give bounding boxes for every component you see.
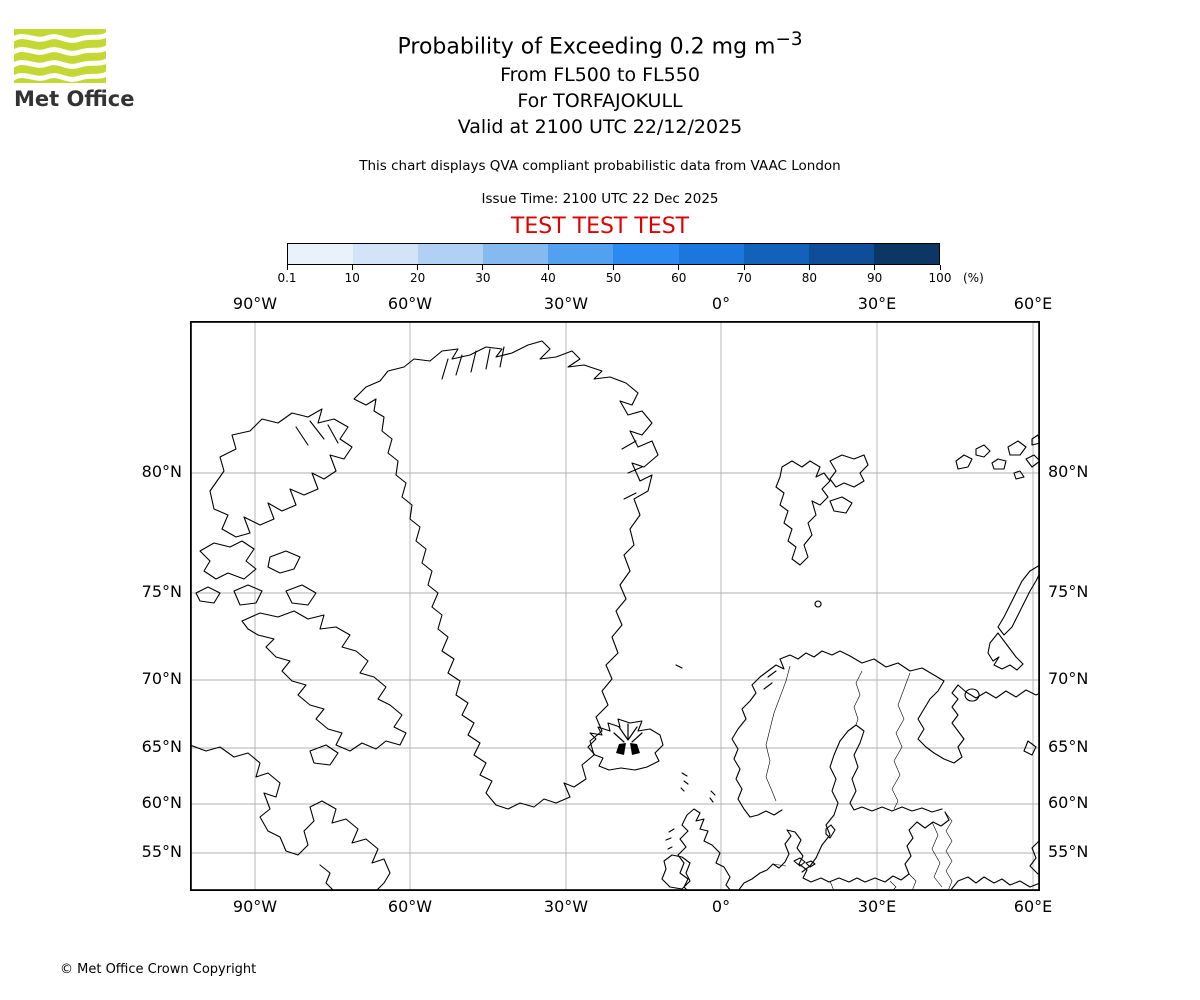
colorbar-tick-label: 90 (867, 271, 883, 285)
qva-note: This chart displays QVA compliant probab… (359, 158, 841, 174)
colorbar-unit-label: (%) (963, 271, 984, 285)
colorbar-tick-mark (939, 265, 941, 270)
lat-labels-right-item: 75°N (1048, 582, 1089, 601)
colorbar-tick-label: 10 (344, 271, 360, 285)
colorbar-segment (613, 244, 679, 264)
lat-labels-left-item: 70°N (141, 669, 182, 688)
colorbar-tick-mark (743, 265, 745, 270)
lat-labels-right-item: 60°N (1048, 793, 1089, 812)
lat-labels-right-item: 70°N (1048, 669, 1089, 688)
colorbar-tick-label: 30 (475, 271, 491, 285)
lon-labels-top-item: 30°W (543, 294, 589, 313)
map-frame (190, 321, 1040, 891)
lat-labels-right-item: 80°N (1048, 462, 1089, 481)
lon-labels-bottom-item: 90°W (232, 897, 278, 916)
lon-labels-bottom-item: 60°W (387, 897, 433, 916)
lon-labels-top-item: 90°W (232, 294, 278, 313)
lat-labels-left-item: 65°N (141, 737, 182, 756)
met-office-logo-waves-icon (9, 29, 111, 83)
colorbar-segment (353, 244, 419, 264)
issue-time: Issue Time: 2100 UTC 22 Dec 2025 (481, 191, 719, 207)
lat-labels-left-item: 60°N (141, 793, 182, 812)
met-office-logo-text: Met Office (14, 87, 135, 111)
colorbar-tick-mark (678, 265, 680, 270)
lat-labels-left-item: 55°N (141, 842, 182, 861)
graticule-gridlines (190, 321, 1040, 891)
colorbar-segment (418, 244, 484, 264)
colorbar-tick-label: 20 (409, 271, 426, 285)
colorbar-tick-label: 60 (671, 271, 687, 285)
colorbar-segment (483, 244, 549, 264)
lat-labels-left-item: 80°N (141, 462, 182, 481)
volcano-marker-icon (613, 723, 643, 755)
colorbar-segment (678, 244, 744, 264)
lat-labels-left-item: 75°N (141, 582, 182, 601)
subtitle-volcano: For TORFAJOKULL (517, 90, 683, 112)
colorbar-tick-label: 80 (801, 271, 818, 285)
lon-labels-top-item: 60°E (1013, 294, 1053, 313)
colorbar-gradient (287, 243, 940, 265)
subtitle-flight-levels: From FL500 to FL550 (500, 64, 700, 86)
met-office-logo: Met Office (9, 29, 135, 111)
colorbar-tick-mark (351, 265, 353, 270)
lon-labels-top-item: 30°E (857, 294, 897, 313)
colorbar-tick-label: 100 (928, 271, 952, 285)
map-svg (190, 321, 1040, 891)
title-exponent: −3 (775, 29, 803, 50)
lon-labels-bottom-item: 0° (711, 897, 731, 916)
colorbar-tick-mark (874, 265, 876, 270)
colorbar-tick-mark (417, 265, 419, 270)
coastlines (190, 340, 1040, 891)
colorbar-tick-mark (547, 265, 549, 270)
map-canvas (190, 321, 1040, 891)
colorbar-tick-label: 40 (540, 271, 556, 285)
colorbar-segment (873, 244, 939, 264)
page-title: Probability of Exceeding 0.2 mg m−3 (397, 29, 803, 60)
colorbar-tick-mark (808, 265, 810, 270)
copyright-notice: © Met Office Crown Copyright (60, 962, 257, 977)
colorbar-tick-mark (286, 265, 288, 270)
colorbar-tick-label: 0.1 (277, 271, 297, 285)
lon-labels-bottom-item: 60°E (1013, 897, 1053, 916)
colorbar-segment (808, 244, 874, 264)
test-banner: TEST TEST TEST (510, 214, 690, 239)
lon-labels-bottom-item: 30°E (857, 897, 897, 916)
colorbar-segment (743, 244, 809, 264)
colorbar-segment (548, 244, 614, 264)
colorbar-tick-mark (482, 265, 484, 270)
colorbar-segment (288, 244, 354, 264)
lat-labels-right-item: 55°N (1048, 842, 1089, 861)
colorbar-tick-label: 50 (605, 271, 622, 285)
country-borders (765, 665, 953, 891)
lon-labels-top-item: 0° (711, 294, 731, 313)
subtitle-valid-time: Valid at 2100 UTC 22/12/2025 (457, 116, 743, 138)
lon-labels-top-item: 60°W (387, 294, 433, 313)
lon-labels-bottom-item: 30°W (543, 897, 589, 916)
lat-labels-right-item: 65°N (1048, 737, 1089, 756)
colorbar-tick-label: 70 (736, 271, 752, 285)
colorbar-tick-mark (613, 265, 614, 270)
